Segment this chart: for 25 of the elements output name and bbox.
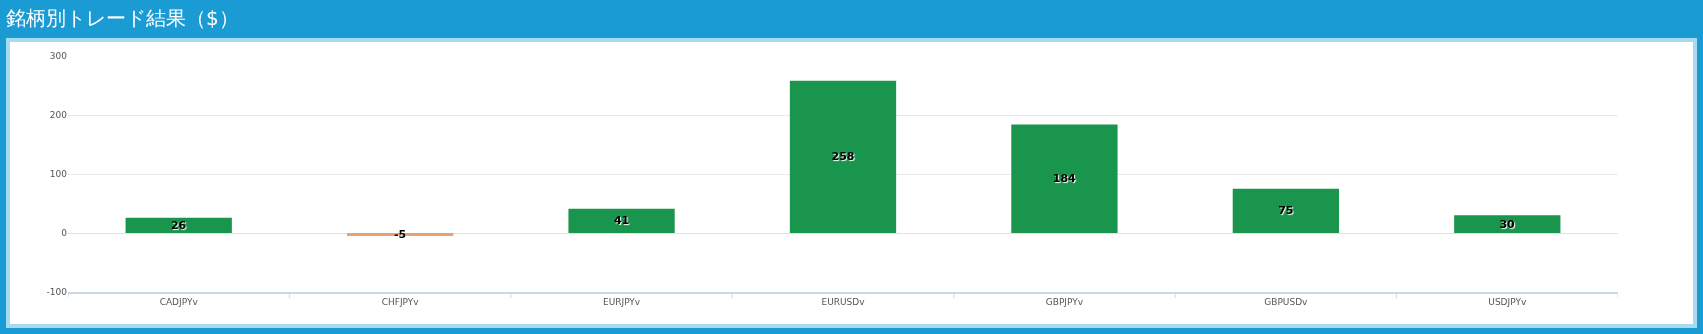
y-tick-label: 300	[49, 51, 68, 62]
data-label: 26	[170, 218, 187, 232]
data-label: 30	[1499, 217, 1516, 231]
bar	[789, 80, 897, 233]
x-tick-label: GBPJPYv	[1045, 296, 1084, 307]
chart-title: 銘柄別トレード結果（$）	[6, 5, 239, 32]
data-label: 184	[1052, 172, 1077, 186]
x-tick-label: CADJPYv	[159, 296, 199, 307]
y-tick-label: 100	[49, 169, 68, 180]
bar	[568, 208, 675, 233]
y-tick-label: 0	[61, 228, 68, 239]
y-tick-label: 200	[49, 110, 68, 121]
bar	[1011, 124, 1118, 233]
data-label: -5	[394, 227, 407, 241]
data-label: 75	[1278, 204, 1294, 218]
x-tick-label: EURJPYv	[602, 296, 641, 307]
y-tick-label: -100	[46, 287, 68, 298]
bar	[1232, 188, 1339, 233]
bar	[1454, 215, 1561, 233]
data-label: 41	[613, 214, 630, 228]
x-tick-label: USDJPYv	[1488, 296, 1527, 307]
x-tick-label: CHFJPYv	[381, 296, 420, 307]
data-label: 258	[831, 150, 855, 164]
x-tick-label: GBPUSDv	[1264, 296, 1309, 307]
x-tick-label: EURUSDv	[821, 296, 866, 307]
